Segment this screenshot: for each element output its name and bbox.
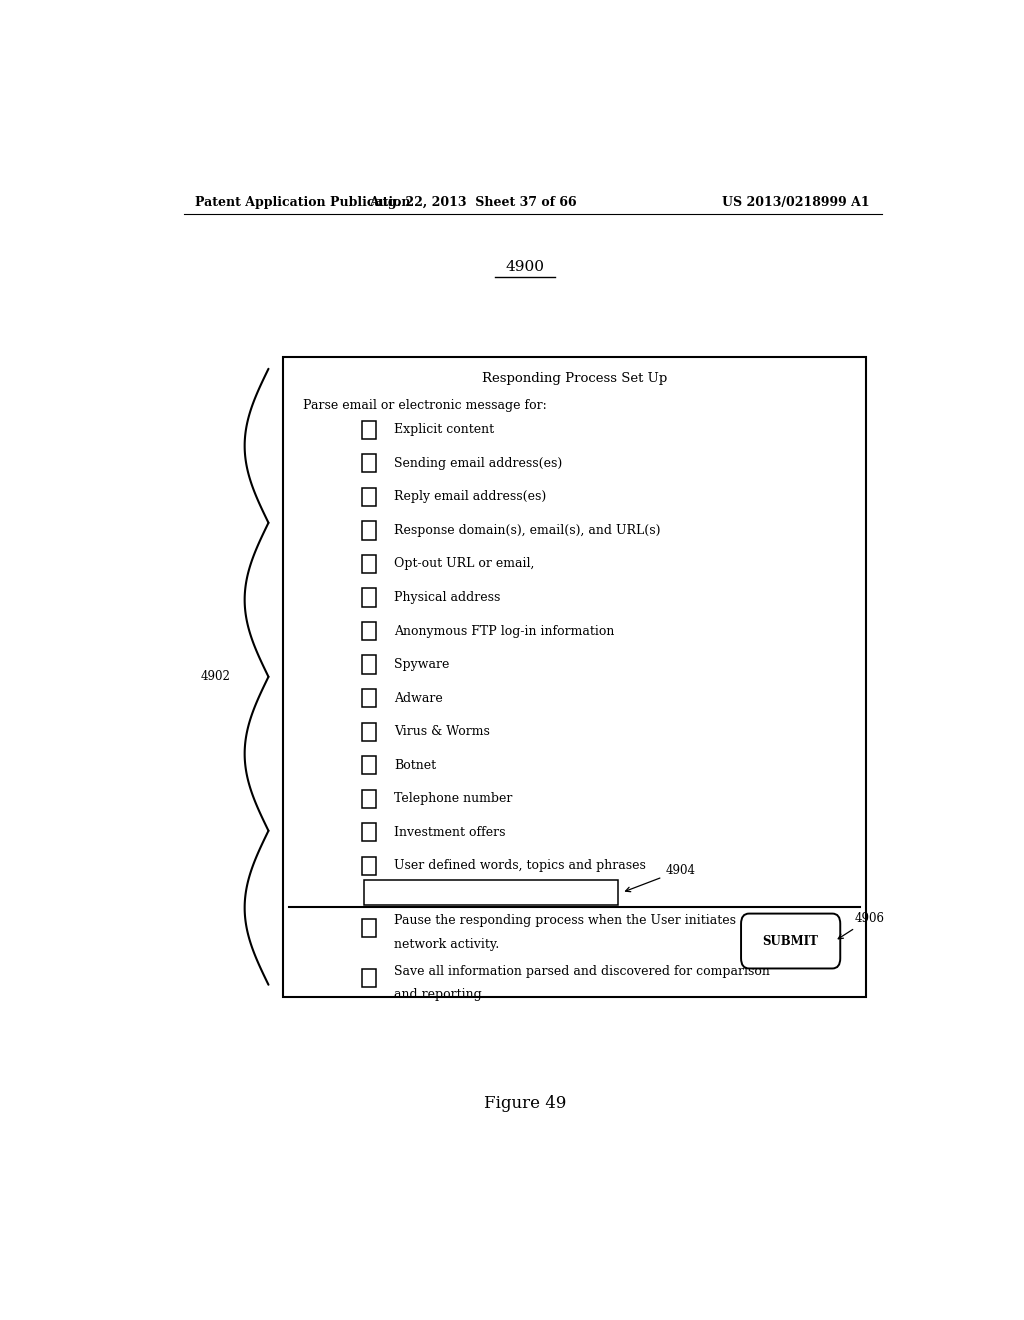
Bar [362, 756, 377, 775]
Bar [362, 656, 377, 673]
Text: Telephone number: Telephone number [394, 792, 512, 805]
Bar [362, 622, 377, 640]
Text: SUBMIT: SUBMIT [763, 935, 818, 948]
Text: Anonymous FTP log-in information: Anonymous FTP log-in information [394, 624, 614, 638]
FancyBboxPatch shape [741, 913, 841, 969]
Bar [283, 356, 866, 997]
Text: Save all information parsed and discovered for comparison: Save all information parsed and discover… [394, 965, 770, 978]
Text: Investment offers: Investment offers [394, 826, 506, 838]
Text: Reply email address(es): Reply email address(es) [394, 490, 546, 503]
Text: US 2013/0218999 A1: US 2013/0218999 A1 [722, 195, 870, 209]
Bar [362, 722, 377, 741]
Text: Responding Process Set Up: Responding Process Set Up [481, 372, 667, 385]
Bar [362, 487, 377, 506]
Text: Opt-out URL or email,: Opt-out URL or email, [394, 557, 535, 570]
Bar [362, 421, 377, 440]
Text: Pause the responding process when the User initiates: Pause the responding process when the Us… [394, 915, 736, 927]
Bar [362, 919, 377, 937]
Text: network activity.: network activity. [394, 937, 499, 950]
Text: Botnet: Botnet [394, 759, 436, 772]
Bar [362, 857, 377, 875]
Bar [364, 880, 617, 906]
Text: User defined words, topics and phrases: User defined words, topics and phrases [394, 859, 646, 873]
Text: Parse email or electronic message for:: Parse email or electronic message for: [303, 399, 547, 412]
Text: and reporting.: and reporting. [394, 987, 485, 1001]
Text: Virus & Worms: Virus & Worms [394, 725, 489, 738]
Text: Physical address: Physical address [394, 591, 501, 605]
Text: Aug. 22, 2013  Sheet 37 of 66: Aug. 22, 2013 Sheet 37 of 66 [370, 195, 578, 209]
Text: 4900: 4900 [505, 260, 545, 275]
Bar [362, 454, 377, 473]
Bar [362, 521, 377, 540]
Bar [362, 589, 377, 607]
Bar [362, 554, 377, 573]
Text: Explicit content: Explicit content [394, 424, 494, 437]
Bar [362, 789, 377, 808]
Text: 4904: 4904 [626, 863, 695, 892]
Text: 4906: 4906 [839, 912, 885, 939]
Text: 4902: 4902 [201, 671, 230, 684]
Text: Response domain(s), email(s), and URL(s): Response domain(s), email(s), and URL(s) [394, 524, 660, 537]
Bar [362, 969, 377, 987]
Bar [362, 824, 377, 841]
Text: Adware: Adware [394, 692, 442, 705]
Text: Patent Application Publication: Patent Application Publication [196, 195, 411, 209]
Text: Figure 49: Figure 49 [483, 1096, 566, 1113]
Bar [362, 689, 377, 708]
Text: Spyware: Spyware [394, 659, 450, 671]
Text: Sending email address(es): Sending email address(es) [394, 457, 562, 470]
